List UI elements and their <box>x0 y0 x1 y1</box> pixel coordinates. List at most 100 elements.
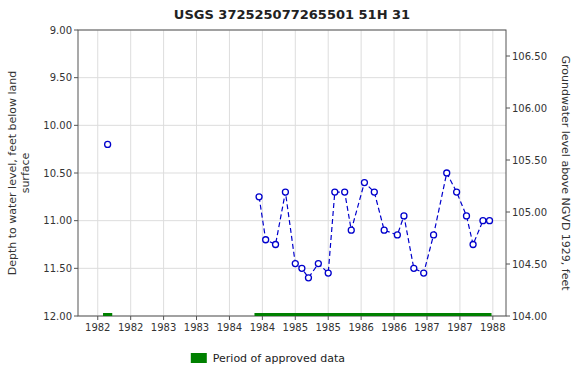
tick-label-x: 1987 <box>414 322 439 333</box>
tick-y2 <box>506 160 510 161</box>
series-line <box>259 173 489 278</box>
tick-label-x: 1983 <box>184 322 209 333</box>
tick-x <box>130 316 131 320</box>
data-point <box>401 213 407 219</box>
grid <box>78 30 506 316</box>
tick-y <box>74 30 78 31</box>
tick-label-x: 1984 <box>250 322 275 333</box>
data-point <box>305 275 311 281</box>
data-point <box>263 237 269 243</box>
tick-label-x: 1985 <box>315 322 340 333</box>
chart: 1982 1982 1983 1983 1984 1984 1985 1985 1986 1986… <box>0 0 576 384</box>
grid-line-y <box>78 220 506 221</box>
tick-y2 <box>506 108 510 109</box>
tick-x <box>459 316 460 320</box>
tick-x <box>361 316 362 320</box>
tick-x <box>394 316 395 320</box>
tick-label-y2: 104.00 <box>512 311 547 322</box>
data-point <box>421 270 427 276</box>
tick-label-y2: 105.50 <box>512 155 547 166</box>
data <box>103 141 493 316</box>
tick-x <box>196 316 197 320</box>
tick-x <box>163 316 164 320</box>
data-point <box>256 194 262 200</box>
tick-x <box>262 316 263 320</box>
data-point <box>325 270 331 276</box>
tick-label-y2: 104.50 <box>512 259 547 270</box>
data-point <box>463 213 469 219</box>
tick-x <box>97 316 98 320</box>
data-point <box>487 218 493 224</box>
tick-label-x: 1984 <box>217 322 242 333</box>
tick-x <box>295 316 296 320</box>
tick-label-x: 1982 <box>118 322 143 333</box>
data-point <box>444 170 450 176</box>
tick-label-y2: 106.50 <box>512 51 547 62</box>
approved-period <box>254 313 491 316</box>
data-point <box>348 227 354 233</box>
tick-y2 <box>506 56 510 57</box>
tick-y <box>74 173 78 174</box>
data-point <box>299 265 305 271</box>
grid-line-y <box>78 173 506 174</box>
tick-y2 <box>506 316 510 317</box>
tick-label-x: 1982 <box>85 322 110 333</box>
tick-label-x: 1988 <box>480 322 505 333</box>
tick-label-x: 1983 <box>151 322 176 333</box>
data-point <box>361 180 367 186</box>
approved-period <box>103 313 112 316</box>
tick-label-y2: 106.00 <box>512 103 547 114</box>
tick-label-x: 1985 <box>283 322 308 333</box>
title: USGS 372525077265501 51H 31 <box>174 7 410 22</box>
legend-label: Period of approved data <box>213 352 345 365</box>
tick-y <box>74 125 78 126</box>
tick-y <box>74 316 78 317</box>
grid-line-y <box>78 125 506 126</box>
tick-label-y: 12.00 <box>43 311 72 322</box>
legend: Period of approved data <box>191 352 345 365</box>
data-point <box>342 189 348 195</box>
tick-label-y: 9.50 <box>50 72 72 83</box>
data-point <box>470 242 476 248</box>
grid-line-y <box>78 268 506 269</box>
tick-label-y: 11.50 <box>43 263 72 274</box>
data-point <box>273 242 279 248</box>
tick-y2 <box>506 212 510 213</box>
tick-label-y: 10.00 <box>43 120 72 131</box>
data-point <box>454 189 460 195</box>
tick-label-y2: 105.00 <box>512 207 547 218</box>
data-point <box>411 265 417 271</box>
tick-label-x: 1986 <box>381 322 406 333</box>
tick-label-x: 1987 <box>447 322 472 333</box>
grid-line-y <box>78 77 506 78</box>
tick-x <box>492 316 493 320</box>
tick-y <box>74 220 78 221</box>
tick-label-y: 11.00 <box>43 215 72 226</box>
tick-y <box>74 268 78 269</box>
legend-swatch <box>191 353 207 363</box>
y2-axis-label: Groundwater level above NGVD 1929, feet <box>559 55 572 291</box>
data-point <box>105 141 111 147</box>
tick-x <box>229 316 230 320</box>
data-point <box>480 218 486 224</box>
data-point <box>431 232 437 238</box>
tick-x <box>328 316 329 320</box>
y-axis-label-line: Depth to water level, feet below land <box>6 71 19 276</box>
data-point <box>282 189 288 195</box>
tick-y <box>74 77 78 78</box>
tick-label-y: 9.00 <box>50 25 72 36</box>
data-point <box>371 189 377 195</box>
data-point <box>332 189 338 195</box>
data-point <box>394 232 400 238</box>
data-point <box>381 227 387 233</box>
ticks: 1982 1982 1983 1983 1984 1984 1985 1985 1986 1986… <box>43 25 547 334</box>
tick-x <box>426 316 427 320</box>
data-point <box>292 261 298 267</box>
plot-frame <box>78 30 506 316</box>
tick-y2 <box>506 264 510 265</box>
tick-label-x: 1986 <box>348 322 373 333</box>
y-axis-label-line: surface <box>19 152 32 193</box>
y-axis-label: Depth to water level, feet below landsur… <box>6 71 32 276</box>
data-point <box>315 261 321 267</box>
tick-label-y: 10.50 <box>43 168 72 179</box>
